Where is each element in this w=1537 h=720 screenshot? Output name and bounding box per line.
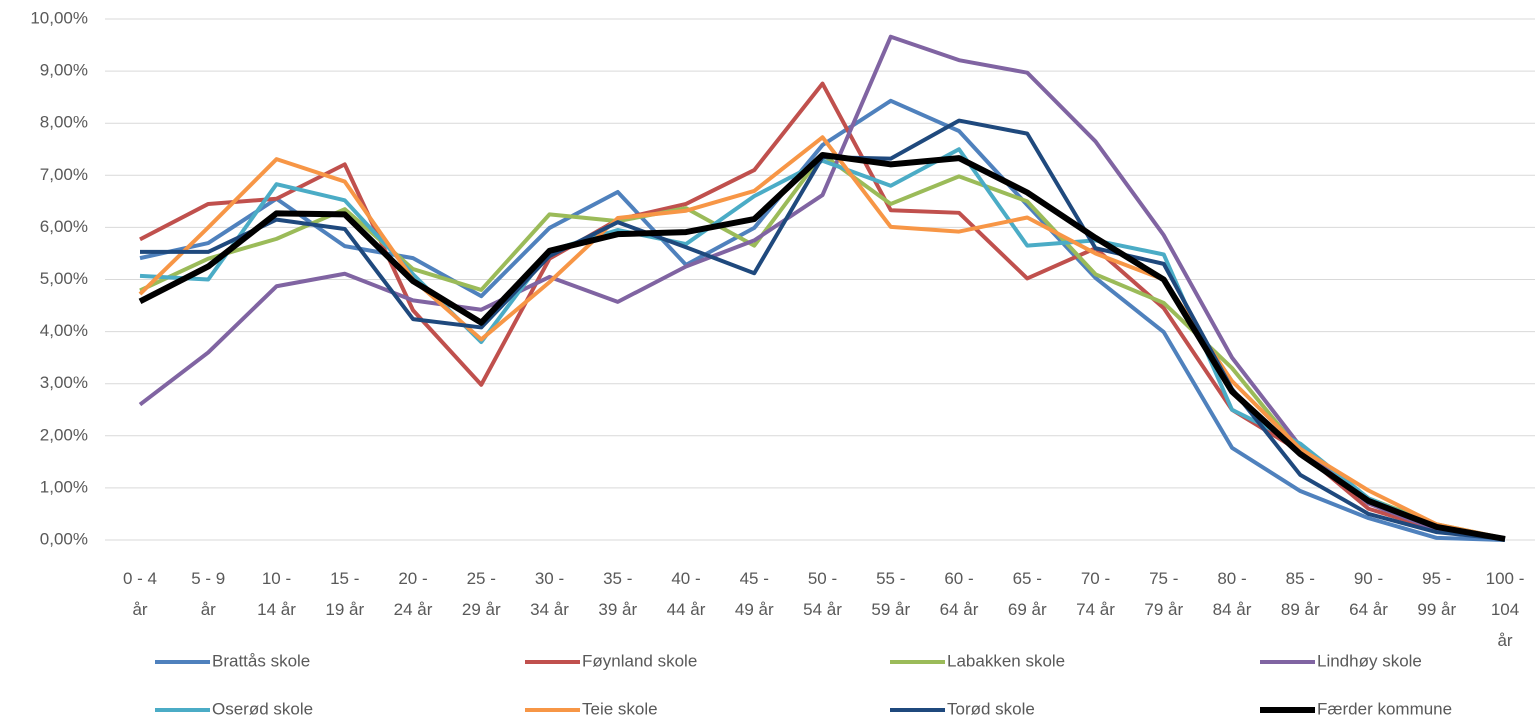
legend-label: Brattås skole <box>212 651 310 670</box>
series-line <box>139 81 1506 541</box>
series-line <box>138 34 1506 541</box>
y-tick-label: 8,00% <box>40 113 88 132</box>
y-tick-label: 2,00% <box>40 425 88 444</box>
x-tick-label: 10 - 14 år <box>257 569 296 619</box>
y-tick-label: 3,00% <box>40 373 88 392</box>
x-tick-label: 45 - 49 år <box>734 569 774 619</box>
x-tick-label: 95 - 99 år <box>1417 569 1457 619</box>
x-tick-label: 70 - 74 år <box>1076 569 1115 619</box>
y-tick-label: 7,00% <box>40 165 88 184</box>
legend-label: Færder kommune <box>1317 699 1452 718</box>
x-tick-label: 35 - 39 år <box>598 569 638 619</box>
legend-label: Oserød skole <box>212 699 313 718</box>
x-tick-label: 15 - 19 år <box>325 569 365 619</box>
x-tick-label: 25 - 29 år <box>461 569 501 619</box>
x-tick-label: 80 - 84 år <box>1212 569 1252 619</box>
x-tick-label: 85 - 89 år <box>1280 569 1320 619</box>
x-tick-label: 0 - 4 år <box>122 569 158 619</box>
x-tick-label: 20 - 24 år <box>393 569 433 619</box>
x-tick-label: 100 - 104 år <box>1485 569 1525 650</box>
x-tick-label: 40 - 44 år <box>666 569 706 619</box>
x-tick-label: 60 - 64 år <box>939 569 979 619</box>
legend-label: Torød skole <box>947 699 1035 718</box>
y-tick-label: 0,00% <box>40 529 88 548</box>
y-tick-label: 9,00% <box>40 61 88 80</box>
y-tick-label: 1,00% <box>40 477 88 496</box>
legend-label: Teie skole <box>582 699 658 718</box>
x-tick-label: 55 - 59 år <box>871 569 911 619</box>
series-line <box>138 135 1506 541</box>
legend-label: Lindhøy skole <box>1317 651 1422 670</box>
legend-label: Labakken skole <box>947 651 1065 670</box>
x-tick-label: 5 - 9 år <box>191 569 226 619</box>
y-tick-label: 6,00% <box>40 217 88 236</box>
x-tick-label: 90 - 64 år <box>1349 569 1388 619</box>
series-line <box>138 151 1506 542</box>
x-tick-label: 65 - 69 år <box>1007 569 1047 619</box>
y-tick-label: 4,00% <box>40 321 88 340</box>
x-tick-label: 30 - 34 år <box>530 569 569 619</box>
legend-label: Føynland skole <box>582 651 697 670</box>
y-tick-label: 5,00% <box>40 269 88 288</box>
y-tick-label: 10,00% <box>30 8 88 27</box>
series-line <box>139 98 1506 542</box>
x-tick-label: 50 - 54 år <box>803 569 842 619</box>
x-tick-label: 75 - 79 år <box>1144 569 1184 619</box>
